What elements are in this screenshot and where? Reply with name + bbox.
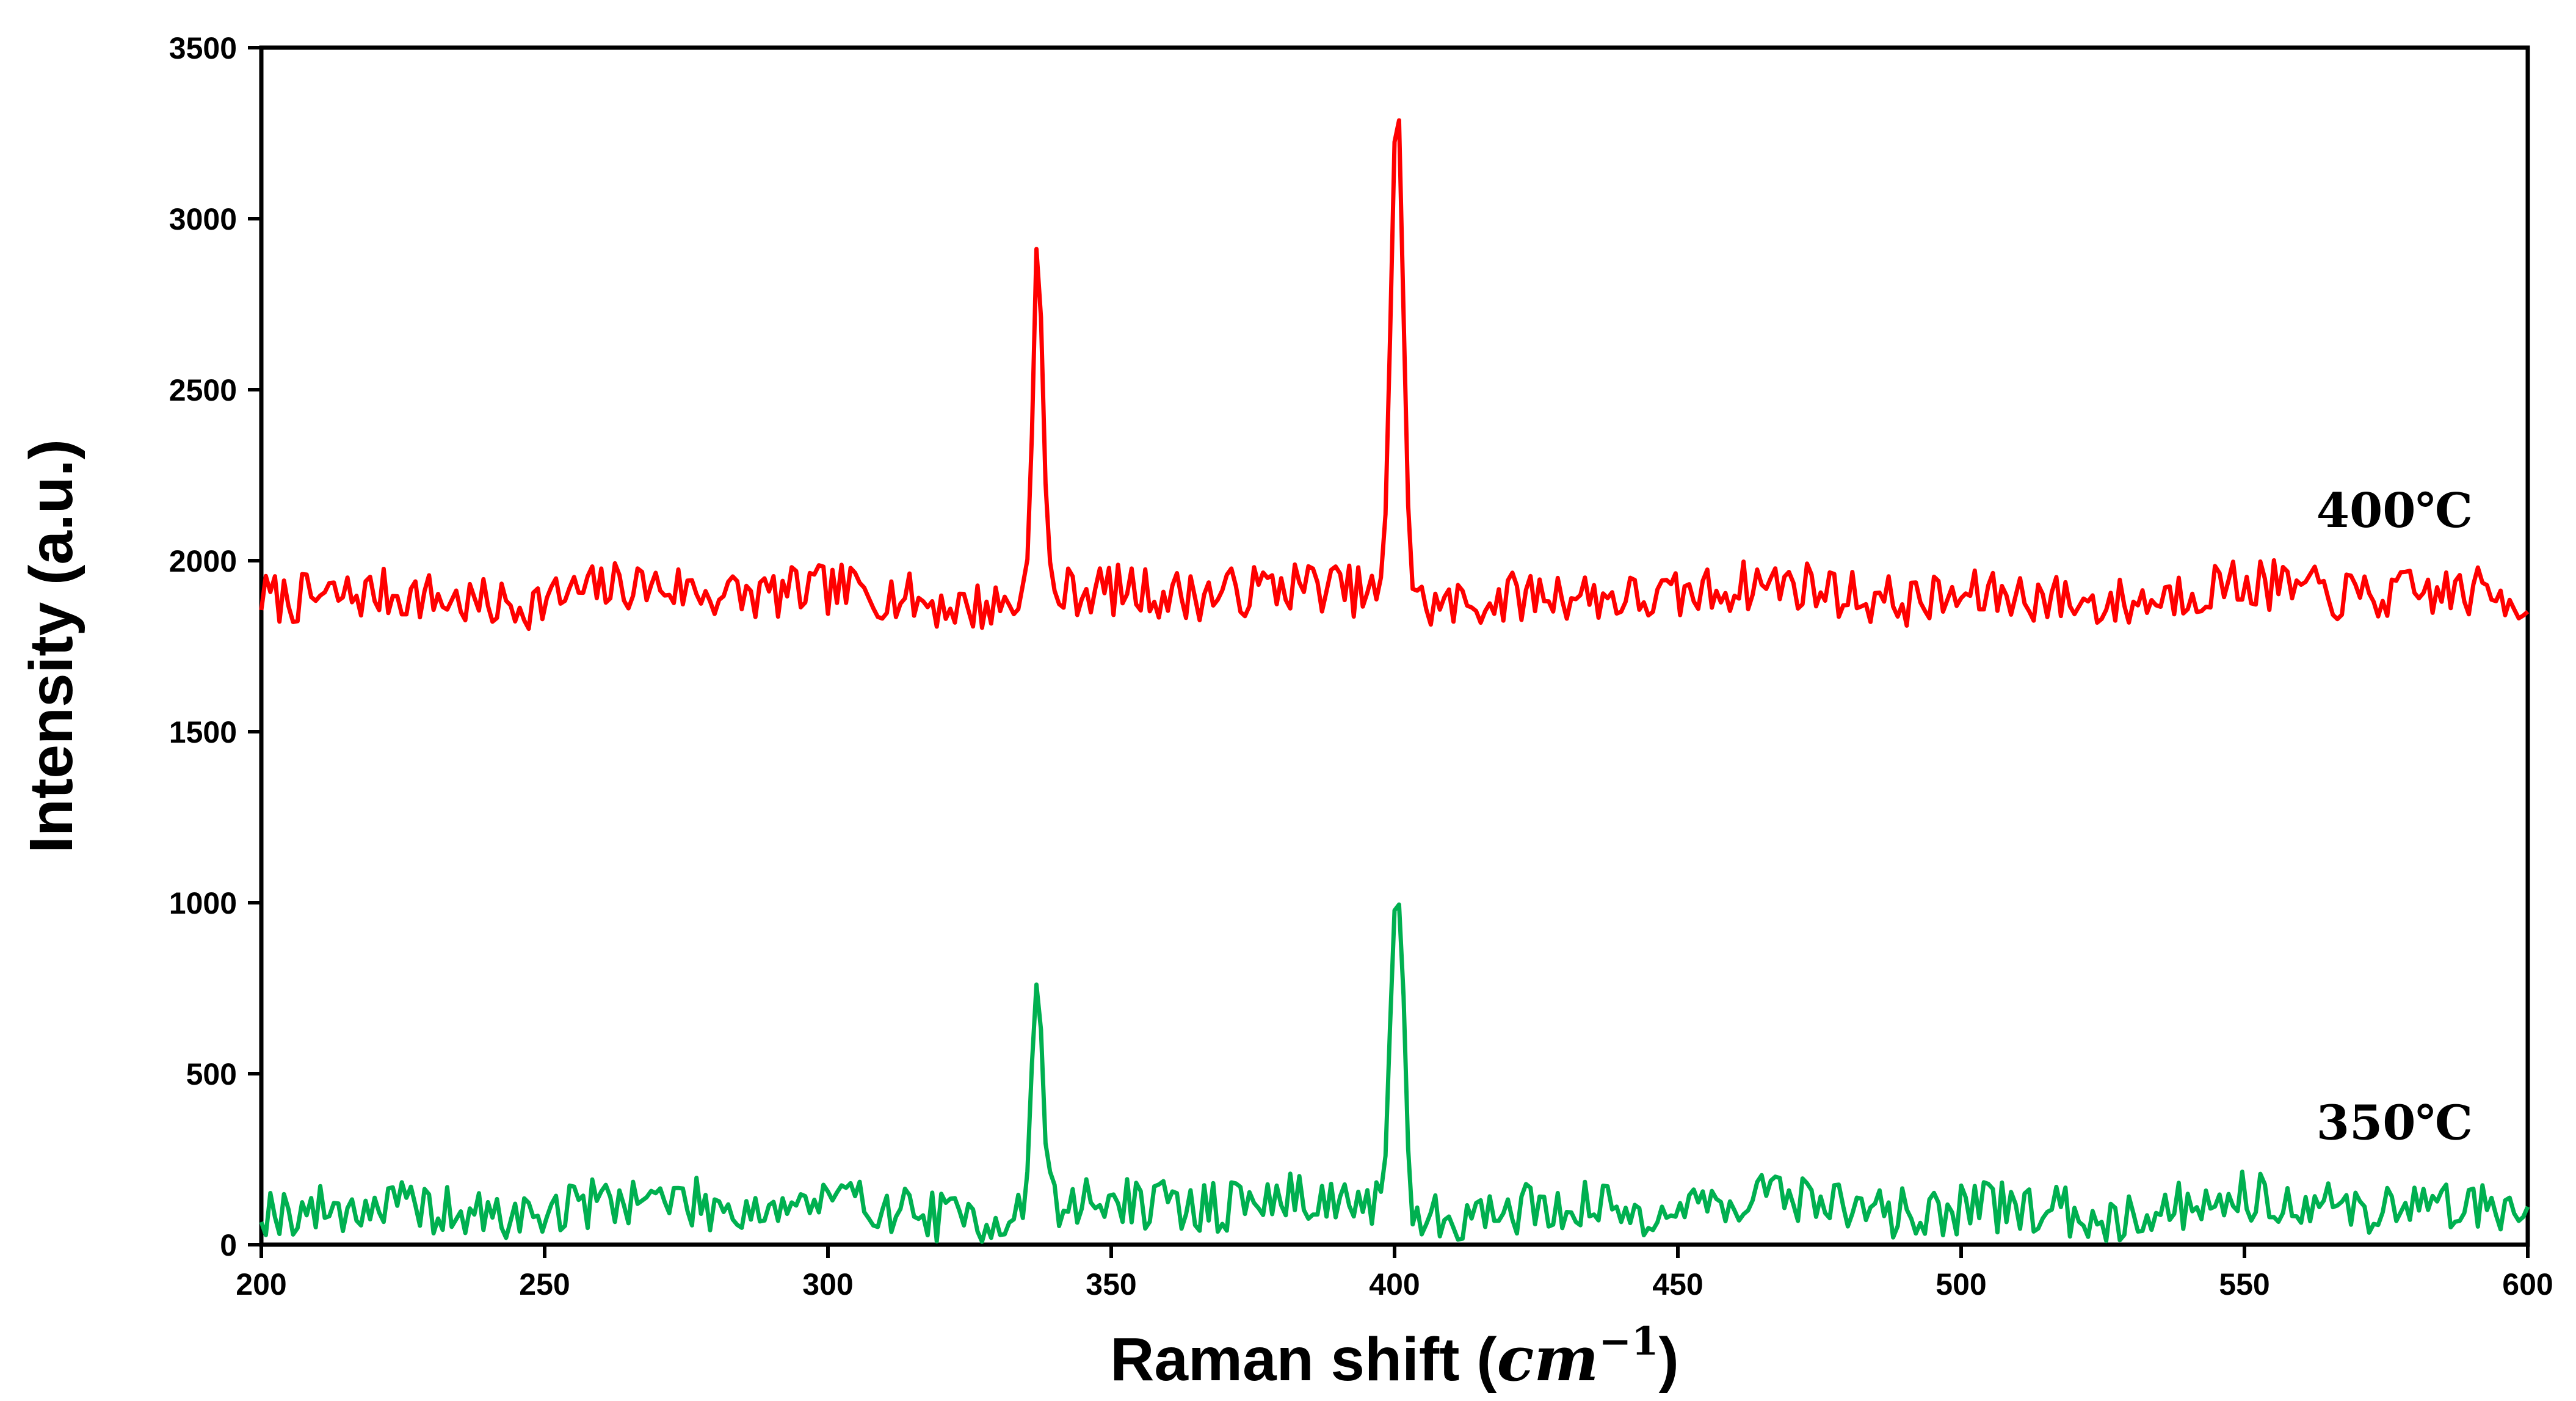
x-tick-label: 250 [519,1267,570,1301]
x-axis-title-text: Raman shift ( [1110,1325,1497,1394]
y-tick-label: 1500 [169,715,237,749]
y-tick-label: 500 [186,1057,237,1091]
x-axis-title-exponent: −1 [1598,1319,1658,1364]
x-axis-ticks: 200 250 300 350 400 450 500 550 600 [236,1245,2553,1301]
x-tick-label: 450 [1652,1267,1703,1301]
x-tick-label: 500 [1936,1267,1986,1301]
x-tick-label: 350 [1086,1267,1136,1301]
y-tick-label: 1000 [169,886,237,920]
x-axis-title: Raman shift (cm−1) [1110,1319,1679,1395]
y-tick-label: 2000 [169,544,237,578]
x-axis-title-close: ) [1658,1325,1678,1394]
y-axis-title: Intensity (a.u.) [17,439,85,853]
y-tick-label: 0 [220,1228,237,1262]
series-lines [259,118,2530,1244]
series-labels: 400℃ 350℃ [2317,483,2473,1151]
x-axis-title-math: cm [1497,1323,1599,1395]
series-label-0: 400℃ [2317,483,2473,539]
series-label-1: 350℃ [2317,1096,2473,1151]
x-tick-label: 400 [1369,1267,1420,1301]
series-line-0 [259,118,2530,631]
y-axis-ticks: 0 500 1000 1500 2000 2500 3000 3500 [169,31,261,1262]
y-tick-label: 2500 [169,373,237,407]
x-tick-label: 300 [802,1267,853,1301]
x-tick-label: 550 [2219,1267,2269,1301]
series-line-1 [259,902,2530,1244]
x-tick-label: 600 [2502,1267,2553,1301]
x-tick-label: 200 [236,1267,286,1301]
y-tick-label: 3000 [169,202,237,236]
y-tick-label: 3500 [169,31,237,65]
